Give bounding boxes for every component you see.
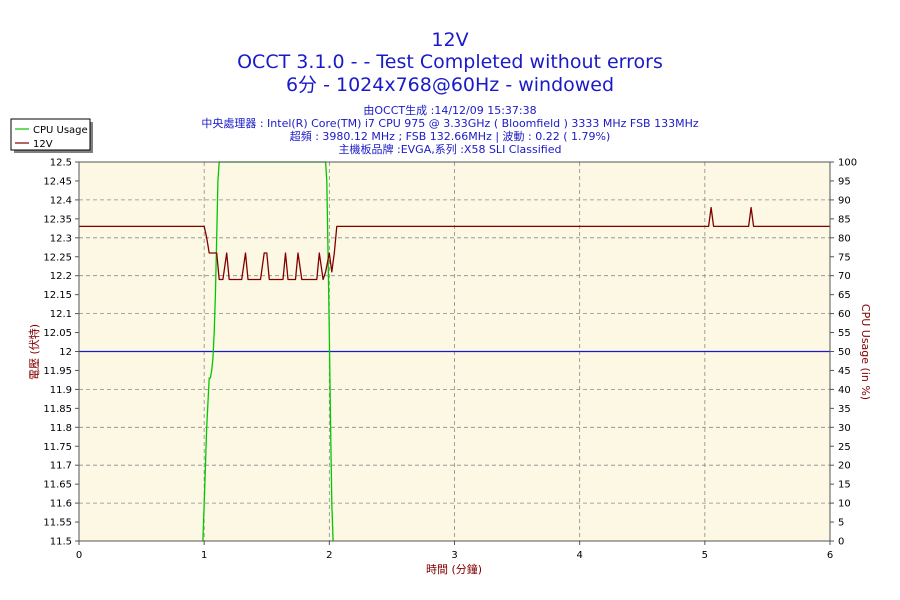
ticks: 0 1 2 3 4 5 611.511.5511.611.6511.711.7511.811…	[43, 158, 857, 562]
y-tick-label-11.55: 11.55	[43, 518, 72, 529]
y-tick-label-11.8: 11.8	[50, 423, 72, 434]
y2-tick-label-45: 45	[838, 366, 851, 377]
info-line-motherboard: 主機板品牌 :EVGA,系列 :X58 SLI Classified	[339, 142, 562, 156]
y-tick-label-11.9: 11.9	[50, 385, 72, 396]
y-tick-label-11.65: 11.65	[43, 480, 72, 491]
y2-tick-label-0: 0	[838, 537, 844, 548]
y2-tick-label-15: 15	[838, 480, 851, 491]
y-tick-label-12.15: 12.15	[43, 290, 72, 301]
y2-tick-label-25: 25	[838, 442, 851, 453]
legend-label-cpu-usage: CPU Usage	[33, 125, 88, 136]
x-tick-label-6: 6	[827, 550, 833, 561]
x-tick-label-5: 5	[702, 550, 708, 561]
y2-tick-label-50: 50	[838, 347, 851, 358]
y2-tick-label-10: 10	[838, 499, 851, 510]
y-tick-label-11.5: 11.5	[50, 537, 72, 548]
y2-tick-label-20: 20	[838, 461, 851, 472]
x-axis-title: 時間 (分鐘)	[426, 562, 482, 576]
y2-tick-label-75: 75	[838, 252, 851, 263]
x-tick-label-0: 0	[76, 550, 82, 561]
legend-label-12v: 12V	[33, 139, 53, 150]
y2-tick-label-35: 35	[838, 404, 851, 415]
series-line-12v	[79, 206, 830, 281]
y2-tick-label-85: 85	[838, 214, 851, 225]
info-line-generated: 由OCCT生成 :14/12/09 15:37:38	[363, 103, 536, 117]
x-tick-label-3: 3	[451, 550, 457, 561]
y-tick-label-12.35: 12.35	[43, 214, 72, 225]
y-tick-label-11.85: 11.85	[43, 404, 72, 415]
y-tick-label-12.45: 12.45	[43, 176, 72, 187]
y-tick-label-12.25: 12.25	[43, 252, 72, 263]
y2-tick-label-100: 100	[838, 158, 857, 169]
chart-subtitle-2: 6分 - 1024x768@60Hz - windowed	[286, 74, 614, 96]
y-tick-label-11.75: 11.75	[43, 442, 72, 453]
x-tick-label-2: 2	[326, 550, 332, 561]
y2-tick-label-40: 40	[838, 385, 851, 396]
y-tick-label-12.05: 12.05	[43, 328, 72, 339]
y2-tick-label-60: 60	[838, 309, 851, 320]
info-line-cpu: 中央處理器 : Intel(R) Core(TM) i7 CPU 975 @ 3…	[201, 116, 699, 130]
y2-tick-label-70: 70	[838, 271, 851, 282]
y-tick-label-12.5: 12.5	[50, 158, 72, 169]
y-tick-label-11.95: 11.95	[43, 366, 72, 377]
chart-title: 12V	[431, 29, 468, 51]
y2-tick-label-5: 5	[838, 518, 844, 529]
y-tick-label-12.3: 12.3	[50, 233, 72, 244]
y2-tick-label-65: 65	[838, 290, 851, 301]
info-line-overclock: 超頻 : 3980.12 MHz ; FSB 132.66MHz | 波動 : …	[290, 129, 611, 143]
y-tick-label-12.4: 12.4	[50, 195, 72, 206]
y-tick-label-12.1: 12.1	[50, 309, 72, 320]
x-tick-label-1: 1	[201, 550, 207, 561]
y2-tick-label-55: 55	[838, 328, 851, 339]
legend: CPU Usage 12V	[10, 118, 93, 153]
y-tick-label-12.2: 12.2	[50, 271, 72, 282]
y-tick-label-11.6: 11.6	[50, 499, 72, 510]
series-line-cpu-usage	[202, 161, 334, 542]
chart-subtitle-1: OCCT 3.1.0 - - Test Completed without er…	[237, 51, 663, 73]
y2-tick-label-90: 90	[838, 195, 851, 206]
x-tick-label-4: 4	[576, 550, 582, 561]
series-layer	[79, 161, 830, 542]
y-tick-label-11.7: 11.7	[50, 461, 72, 472]
y-axis-title: 電壓 (伏特)	[27, 324, 41, 380]
y2-axis-title: CPU Usage (in %)	[859, 304, 872, 400]
y2-tick-label-30: 30	[838, 423, 851, 434]
y2-tick-label-95: 95	[838, 176, 851, 187]
y-tick-label-12: 12	[59, 347, 72, 358]
y2-tick-label-80: 80	[838, 233, 851, 244]
